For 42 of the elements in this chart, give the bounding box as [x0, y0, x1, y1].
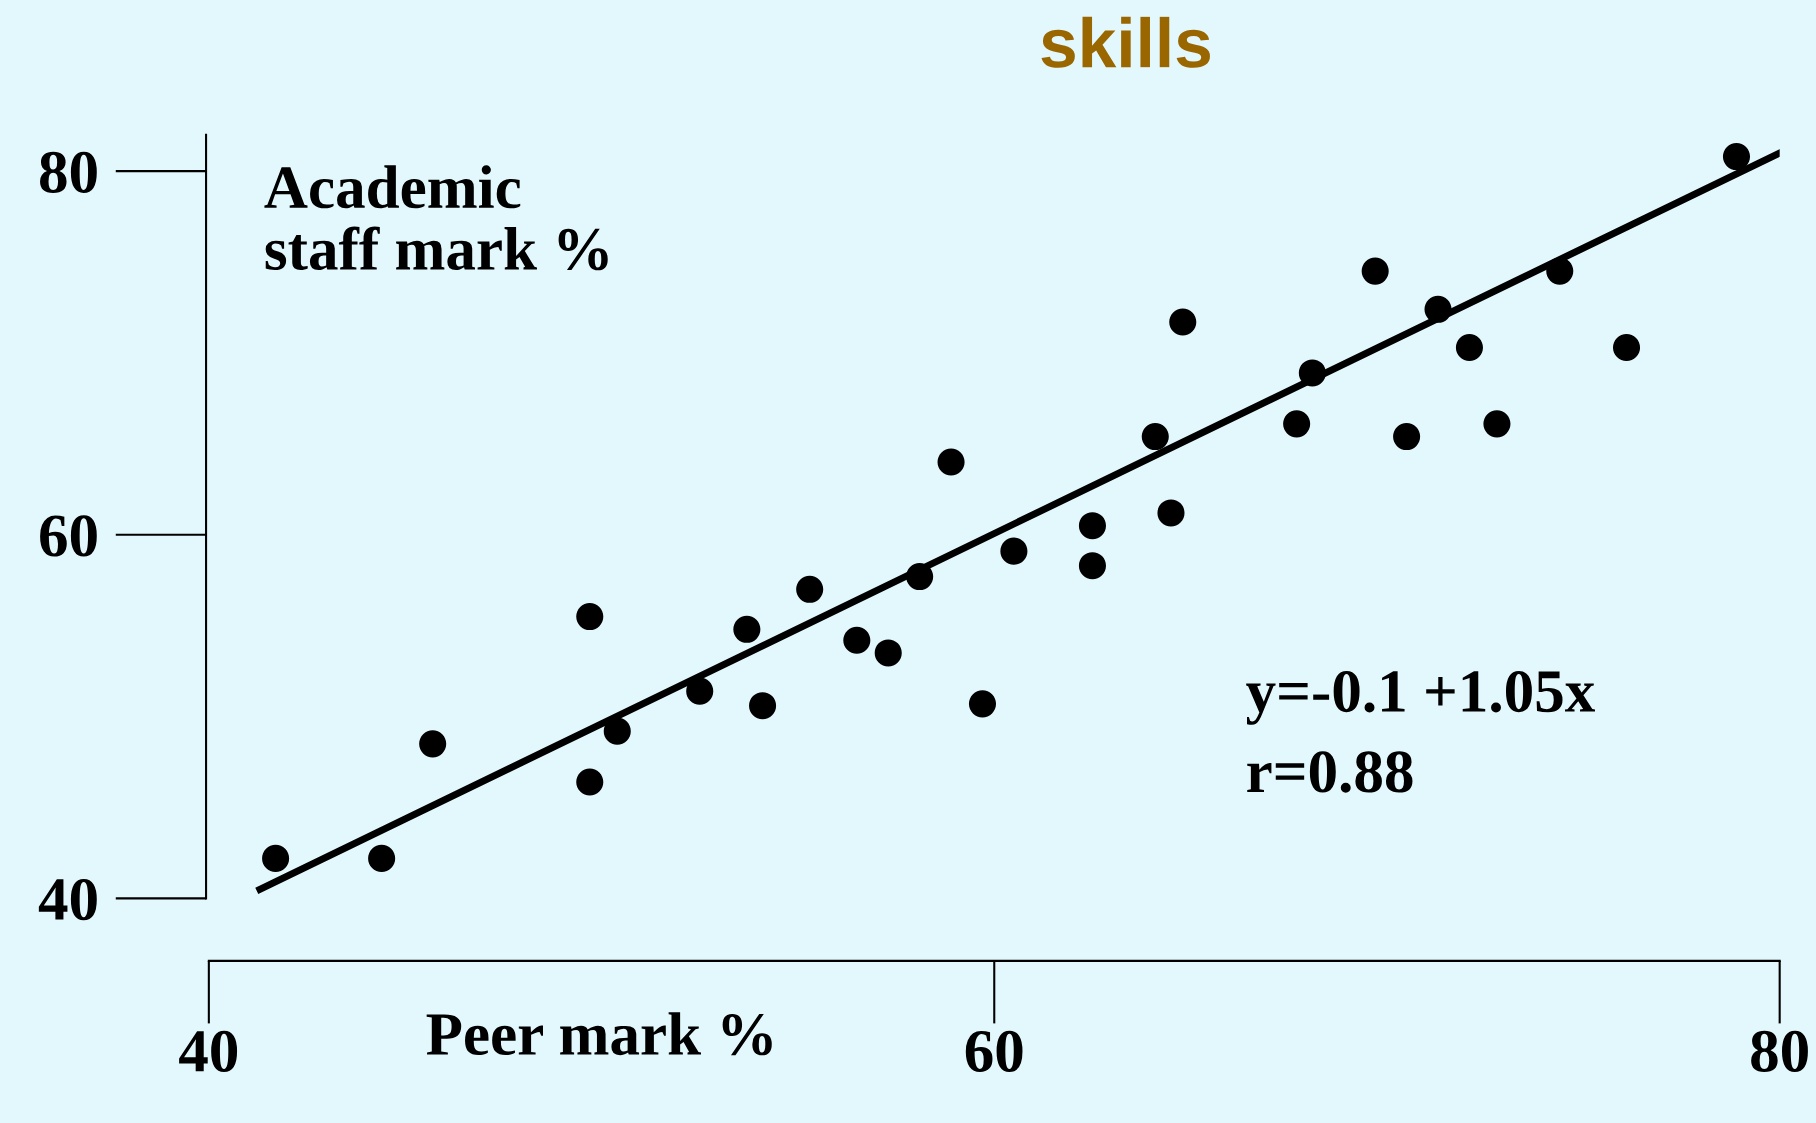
point — [1283, 410, 1311, 438]
y-tick-label: 40 — [38, 878, 97, 921]
x-tick-label: 80 — [1751, 1030, 1808, 1072]
point — [1393, 423, 1421, 451]
point — [368, 844, 396, 872]
point — [1546, 257, 1574, 285]
annotation: y=-0.1 +1.05x — [1246, 670, 1595, 725]
point — [1141, 423, 1169, 451]
point — [1424, 295, 1452, 323]
chart-title: skills — [1041, 16, 1210, 68]
point — [686, 677, 714, 705]
point — [1361, 257, 1389, 285]
point — [1483, 410, 1511, 438]
point — [576, 768, 604, 796]
point — [603, 717, 631, 745]
point — [1169, 308, 1197, 336]
point — [1612, 333, 1641, 362]
x-axis-title: Peer mark % — [426, 1012, 772, 1056]
y-axis-title: Academic staff mark % — [264, 165, 608, 271]
y-tick-label: 60 — [40, 515, 97, 557]
point — [906, 563, 934, 591]
point — [733, 615, 761, 643]
y-tick-label: 80 — [40, 151, 97, 193]
point — [843, 626, 871, 654]
point — [576, 603, 604, 631]
point — [1078, 552, 1106, 580]
point — [1157, 499, 1185, 527]
point — [874, 639, 902, 667]
point — [749, 692, 777, 720]
x-tick-label: 60 — [965, 1030, 1023, 1072]
point — [1455, 333, 1483, 362]
x-tick-label: 40 — [179, 1030, 238, 1072]
point — [262, 844, 290, 872]
point — [937, 448, 965, 476]
point — [796, 575, 824, 603]
point — [419, 730, 447, 758]
point — [968, 690, 997, 718]
point — [1078, 512, 1106, 540]
point — [1000, 537, 1028, 565]
point — [1298, 359, 1326, 387]
point — [1722, 143, 1751, 171]
annotation: r=0.88 — [1247, 751, 1413, 793]
